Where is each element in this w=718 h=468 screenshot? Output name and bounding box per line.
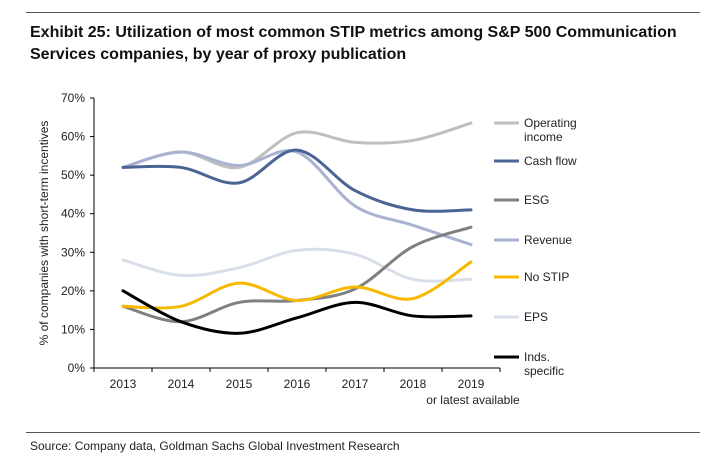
y-tick-label: 0% — [68, 361, 86, 375]
y-tick-label: 60% — [61, 130, 85, 144]
x-axis-note: or latest available — [426, 393, 520, 407]
x-tick-label: 2017 — [342, 377, 369, 391]
series-line-cash-flow — [121, 148, 473, 213]
line-chart: % of companies with short-term incentive… — [37, 91, 577, 407]
x-tick-label: 2013 — [110, 377, 137, 391]
y-tick-label: 70% — [61, 91, 85, 105]
chart-title: Exhibit 25: Utilization of most common S… — [30, 22, 690, 66]
legend-label-inds-specific: Inds. specific — [524, 350, 564, 378]
title-line-2: Services companies, by year of proxy pub… — [30, 46, 407, 63]
legend-label-cash-flow: Cash flow — [524, 154, 577, 168]
legend-label-operating-income: Operating income — [524, 116, 577, 144]
series-lines — [121, 121, 473, 335]
series-line-no-stip — [121, 260, 473, 310]
legend-label-eps: EPS — [524, 310, 548, 324]
title-line-1: Exhibit 25: Utilization of most common S… — [30, 24, 677, 41]
legend-label-esg: ESG — [524, 193, 549, 207]
y-tick-label: 40% — [61, 207, 85, 221]
legend-label-no-stip: No STIP — [524, 270, 569, 284]
source-note: Source: Company data, Goldman Sachs Glob… — [30, 439, 400, 453]
y-axis-label: % of companies with short-term incentive… — [37, 121, 51, 346]
bottom-rule — [26, 432, 700, 433]
x-tick-label: 2014 — [168, 377, 195, 391]
y-tick-label: 10% — [61, 322, 85, 336]
series-line-eps — [121, 247, 473, 283]
x-tick-label: 2016 — [284, 377, 311, 391]
y-tick-label: 30% — [61, 245, 85, 259]
y-tick-label: 50% — [61, 168, 85, 182]
axes: 0% 10% 20% 30% 40% 50% 60% 70% 2013 2014 2015 2016 2… — [61, 91, 520, 407]
series-line-revenue — [121, 149, 473, 247]
x-tick-label: 2019 — [458, 377, 485, 391]
x-tick-label: 2015 — [226, 377, 253, 391]
x-tick-label: 2018 — [400, 377, 427, 391]
top-rule — [26, 12, 700, 13]
series-line-inds-specific — [121, 289, 473, 335]
y-tick-label: 20% — [61, 284, 85, 298]
legend: Operating income Cash flow ESG Revenue No STI… — [494, 116, 577, 378]
series-line-operating-income — [121, 121, 473, 170]
legend-label-revenue: Revenue — [524, 233, 572, 247]
